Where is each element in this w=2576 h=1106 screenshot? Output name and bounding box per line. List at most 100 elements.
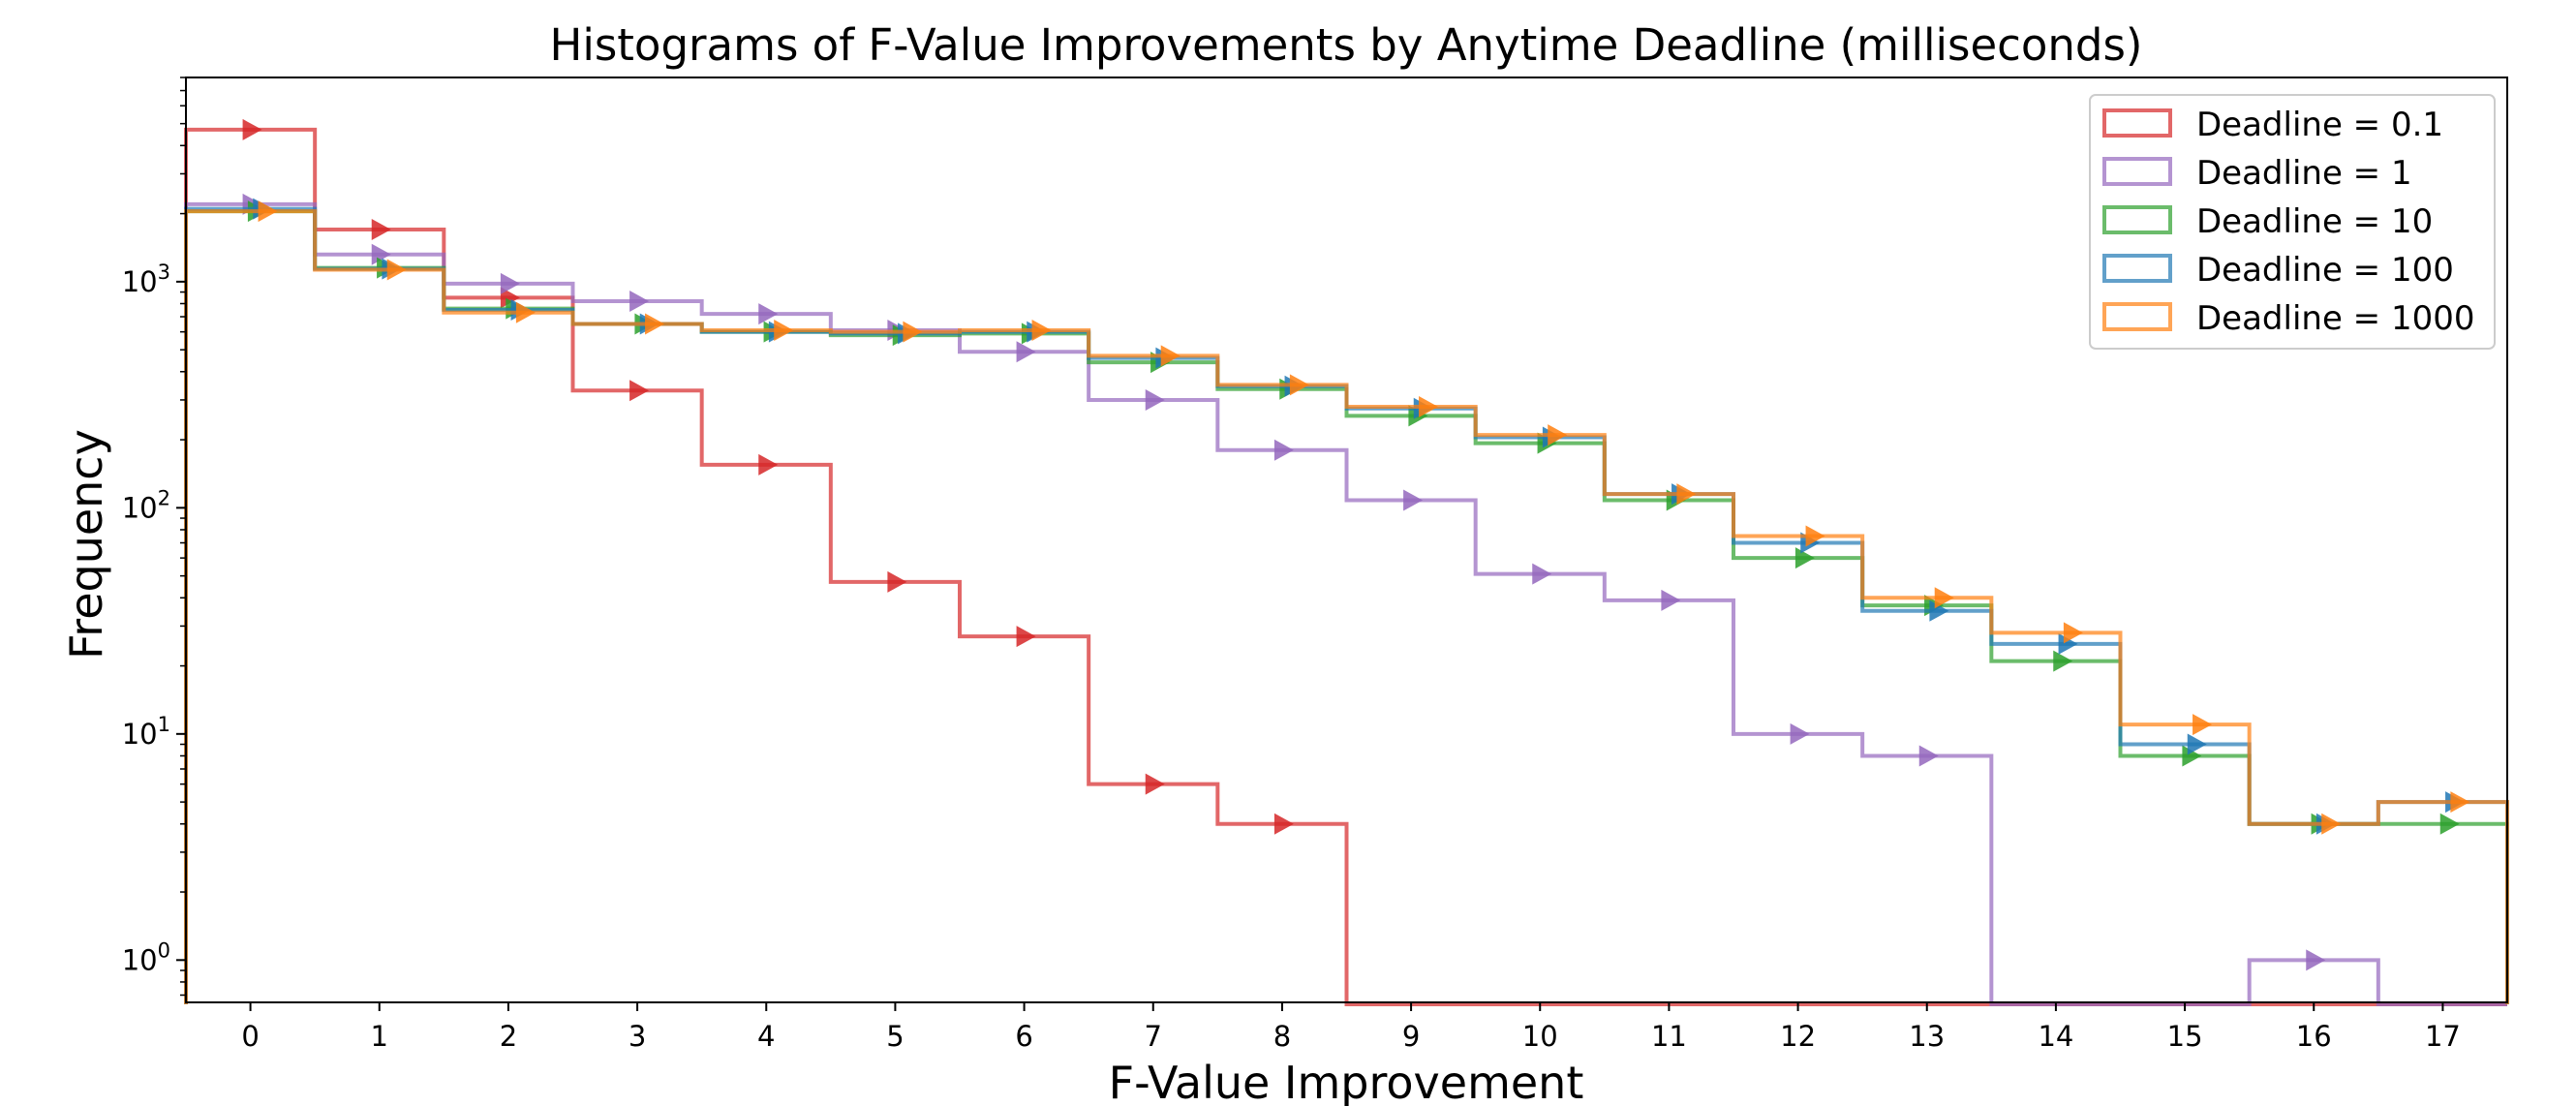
x-tick-label: 0 — [241, 1020, 259, 1053]
x-tick-label: 16 — [2296, 1020, 2332, 1053]
series-marker — [2187, 733, 2207, 755]
y-tick-base: 10 — [122, 718, 158, 751]
x-tick-label: 9 — [1402, 1020, 1420, 1053]
legend-label: Deadline = 100 — [2196, 251, 2454, 290]
series-marker — [774, 319, 794, 341]
series-marker — [1532, 563, 1552, 585]
y-tick-label: 101 — [122, 713, 170, 751]
legend-swatch — [2102, 302, 2172, 331]
series-marker — [1160, 345, 1181, 367]
x-tick-label: 13 — [1909, 1020, 1945, 1053]
series-marker — [1403, 489, 1424, 511]
series-marker — [500, 287, 520, 309]
series-marker — [2306, 949, 2326, 971]
x-tick-label: 12 — [1780, 1020, 1816, 1053]
series-marker — [1289, 374, 1309, 396]
y-tick-label: 102 — [122, 486, 170, 524]
series-marker — [1676, 483, 1697, 506]
legend-swatch — [2102, 254, 2172, 283]
legend-label: Deadline = 1 — [2196, 154, 2412, 193]
chart-title: Histograms of F-Value Improvements by An… — [550, 19, 2143, 71]
legend-swatch — [2102, 108, 2172, 138]
y-tick-base: 10 — [122, 491, 158, 524]
x-tick-label: 8 — [1273, 1020, 1291, 1053]
legend-label: Deadline = 1000 — [2196, 299, 2475, 338]
series-marker — [258, 200, 278, 223]
series-marker — [1790, 722, 1810, 745]
series-marker — [1805, 525, 1825, 547]
series-marker — [1929, 599, 1949, 622]
series-marker — [515, 301, 536, 323]
series-marker — [629, 290, 650, 312]
y-tick-label: 100 — [122, 938, 170, 976]
legend-box — [2089, 94, 2496, 350]
series-marker — [2439, 813, 2460, 835]
y-tick-exponent: 3 — [158, 261, 170, 284]
series-marker — [2058, 632, 2078, 655]
x-tick-label: 17 — [2425, 1020, 2461, 1053]
x-tick-label: 11 — [1651, 1020, 1687, 1053]
series-marker — [242, 118, 262, 140]
y-tick-base: 10 — [122, 265, 158, 298]
series-marker — [1419, 395, 1439, 417]
y-tick-label: 103 — [122, 261, 170, 298]
y-axis-label: Frequency — [60, 429, 112, 660]
x-tick-label: 14 — [2038, 1020, 2073, 1053]
series-marker — [2193, 714, 2213, 736]
x-tick-label: 2 — [500, 1020, 517, 1053]
y-tick-exponent: 0 — [158, 938, 170, 962]
series-marker — [903, 321, 923, 343]
series-marker — [1934, 587, 1954, 609]
series-marker — [2063, 622, 2083, 644]
x-tick-label: 15 — [2167, 1020, 2203, 1053]
series-marker — [645, 313, 665, 335]
series-marker — [2182, 745, 2202, 767]
y-tick-exponent: 2 — [158, 486, 170, 509]
legend-label: Deadline = 0.1 — [2196, 106, 2443, 144]
series-marker — [1661, 589, 1681, 611]
x-tick-label: 6 — [1015, 1020, 1032, 1053]
series-marker — [1016, 626, 1036, 648]
x-tick-label: 7 — [1145, 1020, 1162, 1053]
series-marker — [887, 570, 907, 593]
x-tick-label: 4 — [757, 1020, 775, 1053]
series-marker — [386, 259, 407, 281]
x-tick-label: 1 — [371, 1020, 388, 1053]
series-marker — [1794, 547, 1815, 569]
series-marker — [1145, 388, 1165, 411]
legend: Deadline = 0.1 Deadline = 1 Deadline = 10 D… — [2089, 94, 2496, 350]
plot-area — [184, 77, 2509, 1006]
series-marker — [2321, 813, 2342, 835]
series-marker — [1273, 439, 1294, 461]
series-marker — [1918, 745, 1939, 767]
series-marker — [371, 243, 391, 265]
y-tick-exponent: 1 — [158, 713, 170, 736]
x-tick-label: 3 — [629, 1020, 646, 1053]
series-marker — [1548, 424, 1568, 446]
series-marker — [371, 219, 391, 241]
series-marker — [758, 303, 779, 325]
series-marker — [2053, 650, 2073, 672]
series-layer — [184, 118, 2509, 1006]
x-tick-label: 10 — [1522, 1020, 1558, 1053]
plot-frame — [185, 77, 2508, 1003]
y-tick-base: 10 — [122, 943, 158, 976]
legend-label: Deadline = 10 — [2196, 202, 2433, 241]
series-marker — [1273, 813, 1294, 835]
x-axis: 0 1 2 3 4 5 6 7 8 9 10 11 12 13 14 15 16 17 — [241, 1002, 2461, 1053]
series-marker — [629, 380, 650, 402]
series-marker — [1145, 773, 1165, 795]
series-marker — [500, 272, 520, 294]
x-tick-label: 5 — [886, 1020, 904, 1053]
series-marker — [2450, 791, 2470, 814]
series-marker — [1031, 319, 1052, 341]
series-marker — [758, 453, 779, 476]
series-4 — [184, 200, 2509, 1004]
series-marker — [1016, 341, 1036, 363]
legend-swatch — [2102, 205, 2172, 234]
legend-swatch — [2102, 157, 2172, 186]
x-axis-label: F-Value Improvement — [1109, 1057, 1584, 1106]
series-step-line — [184, 209, 2509, 1004]
